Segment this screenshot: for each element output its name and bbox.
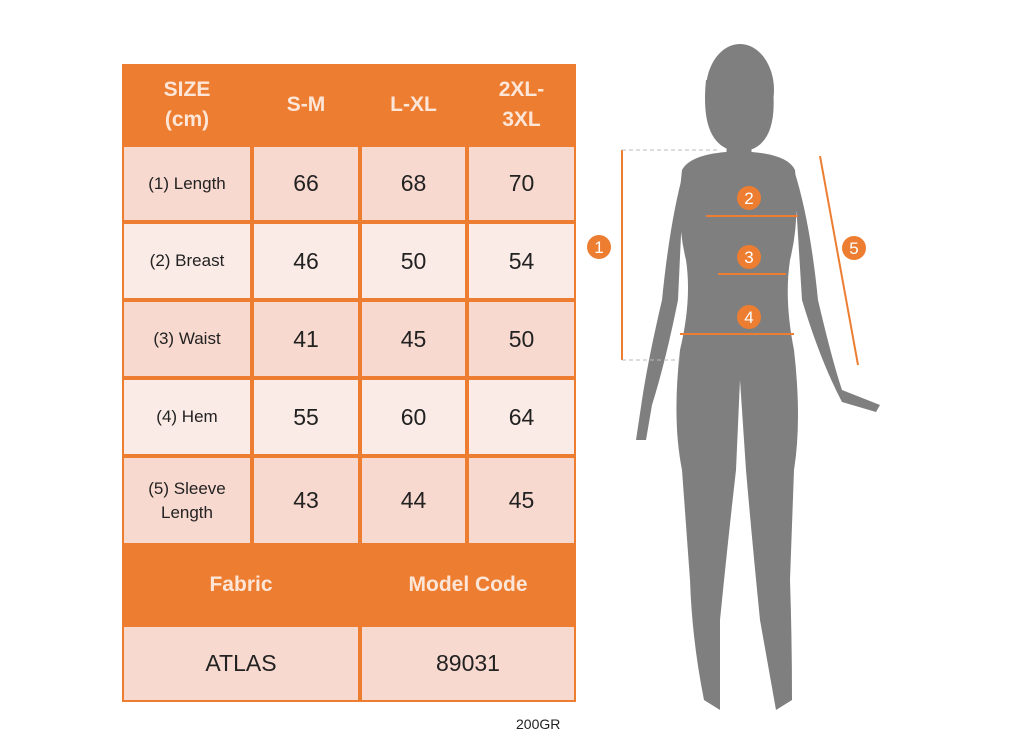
column-header: SIZE (cm)	[163, 77, 211, 131]
silhouette	[636, 44, 880, 710]
size-value: 54	[469, 224, 574, 298]
fabric-header: Fabric	[209, 573, 273, 596]
size-value: 43	[254, 458, 358, 543]
size-value: 45	[362, 302, 465, 376]
size-value: 50	[362, 224, 465, 298]
measurement-marker	[842, 236, 866, 260]
column-header: 2XL- 3XL	[498, 77, 545, 131]
size-chart-table: SIZE (cm) S-M L-XL 2XL- 3XL (1) Length 66 68 70…	[122, 64, 576, 702]
body-silhouette-figure: 1 2 3 4 5	[587, 44, 880, 710]
measurement-marker-number: 3	[744, 248, 753, 267]
row-label: (5) Sleeve Length	[124, 458, 250, 543]
size-value: 66	[254, 147, 358, 220]
size-value: 41	[254, 302, 358, 376]
size-value: 64	[469, 380, 574, 454]
measurement-marker	[737, 186, 761, 210]
column-header: L-XL	[390, 92, 437, 116]
row-label: (4) Hem	[124, 380, 250, 454]
measurement-marker-number: 5	[849, 239, 858, 258]
size-value: 68	[362, 147, 465, 220]
row-label: (2) Breast	[124, 224, 250, 298]
size-value: 70	[469, 147, 574, 220]
row-label: (3) Waist	[124, 302, 250, 376]
measurement-lines	[621, 149, 859, 366]
row-label: (1) Length	[124, 147, 250, 220]
size-value: 55	[254, 380, 358, 454]
measurement-marker	[737, 245, 761, 269]
measurement-marker-number: 1	[594, 238, 603, 257]
measurement-marker	[587, 235, 611, 259]
size-value: 46	[254, 224, 358, 298]
size-value: 44	[362, 458, 465, 543]
measurement-marker-number: 4	[744, 308, 753, 327]
column-header: S-M	[286, 92, 326, 116]
size-value: 60	[362, 380, 465, 454]
model-code-value: 89031	[362, 627, 574, 700]
fabric-weight-note: 200GR	[516, 716, 561, 732]
fabric-value: ATLAS	[124, 627, 358, 700]
model-code-header: Model Code	[408, 573, 528, 596]
measurement-marker-number: 2	[744, 189, 753, 208]
size-value: 45	[469, 458, 574, 543]
size-value: 50	[469, 302, 574, 376]
measurement-marker	[737, 305, 761, 329]
